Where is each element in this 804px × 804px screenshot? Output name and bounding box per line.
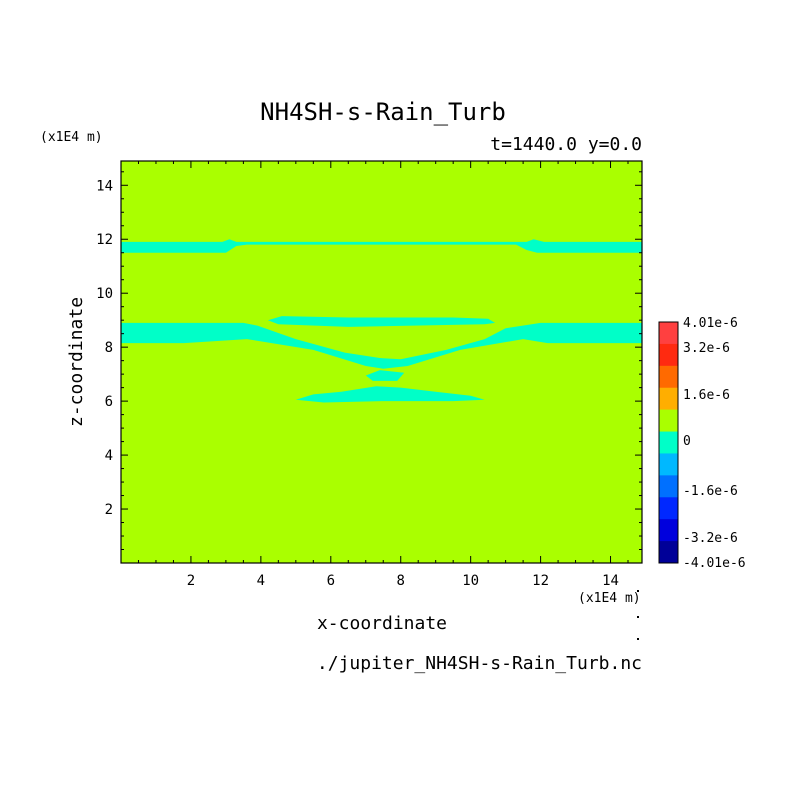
colorbar-label: -4.01e-6 bbox=[683, 556, 746, 571]
colorbar-label: 0 bbox=[683, 434, 691, 449]
chart-title: NH4SH-s-Rain_Turb bbox=[260, 98, 506, 126]
z-unit-label: (x1E4 m) bbox=[40, 130, 103, 145]
colorbar-level bbox=[659, 453, 678, 476]
colorbar-level bbox=[659, 343, 678, 367]
x-axis-label: x-coordinate bbox=[317, 613, 447, 634]
x-tick-label: 10 bbox=[462, 573, 479, 589]
x-tick-label: 6 bbox=[327, 573, 335, 589]
x-tick-label: 12 bbox=[532, 573, 549, 589]
colorbar: 4.01e-6 3.2e-6 1.6e-6 0 -1.6e-6 -3.2e-6 -4.01e… bbox=[658, 316, 746, 571]
colorbar-level bbox=[659, 541, 678, 564]
colorbar-level bbox=[659, 519, 678, 542]
colorbar-label: 1.6e-6 bbox=[683, 388, 730, 403]
y-tick-label: 12 bbox=[96, 232, 113, 248]
plot-frame bbox=[120, 160, 643, 564]
x-unit-label: (x1E4 m) bbox=[578, 591, 641, 606]
contour-upper-band bbox=[121, 239, 642, 253]
x-tick-label: 8 bbox=[397, 573, 405, 589]
y-tick-label: 2 bbox=[105, 502, 113, 518]
colorbar-level bbox=[659, 387, 678, 411]
y-tick-label: 10 bbox=[96, 286, 113, 302]
colorbar-label: -3.2e-6 bbox=[683, 531, 738, 546]
contour-dome-arc bbox=[267, 316, 496, 327]
chart-subtitle: t=1440.0 y=0.0 bbox=[490, 134, 642, 155]
colorbar-frame bbox=[658, 321, 679, 564]
colorbar-level bbox=[659, 475, 678, 498]
colorbar-level bbox=[659, 365, 678, 389]
contour-middle-band-v bbox=[121, 322, 642, 369]
colorbar-level bbox=[659, 322, 678, 345]
x-tick-label: 4 bbox=[257, 573, 265, 589]
colorbar-label: 3.2e-6 bbox=[683, 341, 730, 356]
y-tick-label: 8 bbox=[105, 340, 113, 356]
colorbar-level bbox=[659, 497, 678, 520]
x-tick-label: 14 bbox=[602, 573, 619, 589]
x-tick-label: 2 bbox=[187, 573, 195, 589]
colorbar-level bbox=[659, 431, 678, 454]
y-tick-label: 14 bbox=[96, 178, 113, 194]
y-tick-label: 4 bbox=[105, 448, 113, 464]
source-file: ./jupiter_NH4SH-s-Rain_Turb.nc bbox=[317, 653, 642, 674]
contour-small-lens bbox=[365, 370, 405, 381]
marker-ticks bbox=[637, 590, 639, 640]
y-axis-label: z-coordinate bbox=[66, 297, 87, 427]
colorbar-level bbox=[659, 409, 678, 433]
y-tick-label: 6 bbox=[105, 394, 113, 410]
colorbar-label: -1.6e-6 bbox=[683, 484, 738, 499]
colorbar-label: 4.01e-6 bbox=[683, 316, 738, 331]
plot-area: 2 4 6 8 10 12 14 2 4 6 8 10 12 14 bbox=[96, 160, 643, 589]
contour-lower-lens bbox=[295, 386, 485, 403]
